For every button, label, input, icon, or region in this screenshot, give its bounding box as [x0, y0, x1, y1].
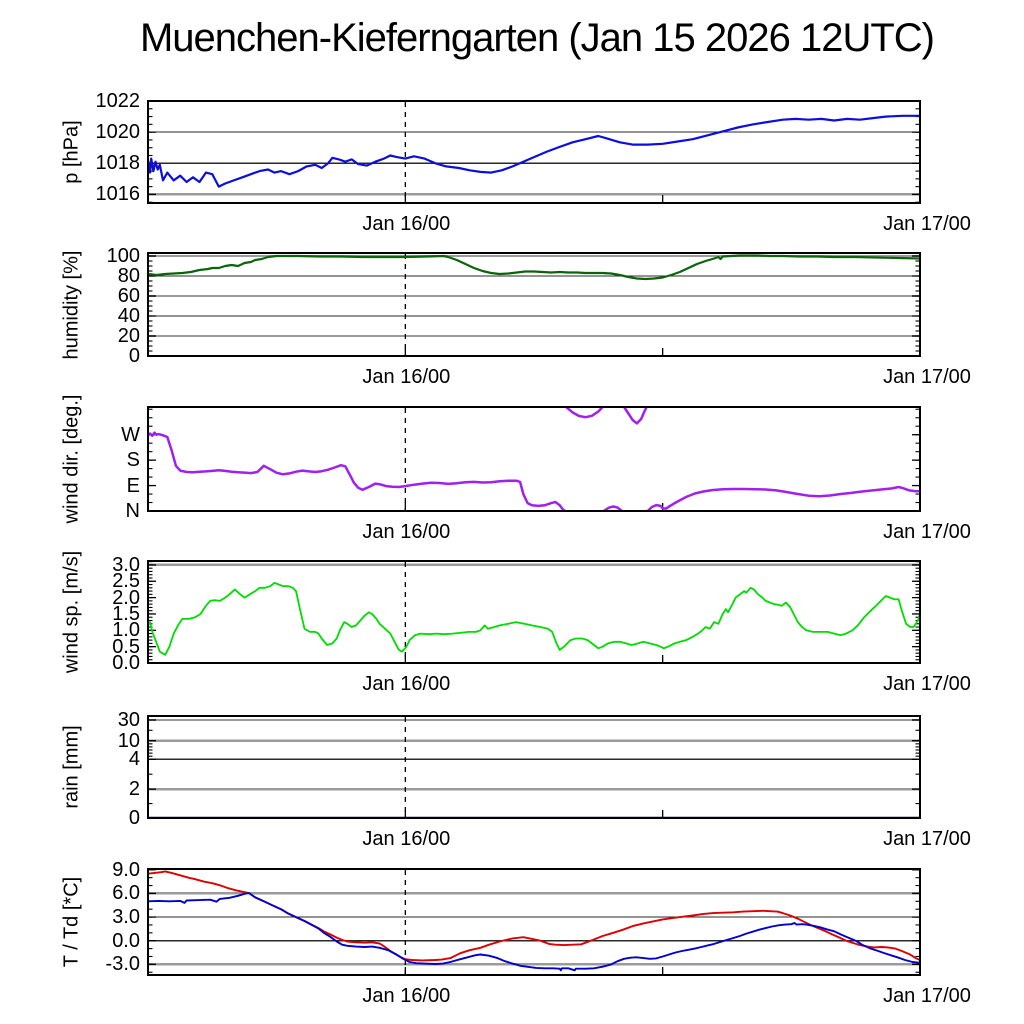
humidity-panel-ytick-label: 0	[128, 345, 140, 367]
series-wind_direction	[148, 431, 567, 511]
wind-speed-panel-ytick-label: 1.0	[112, 619, 140, 642]
series-wind_speed	[148, 582, 920, 656]
wind-direction-panel-ytick-label: E	[126, 474, 140, 497]
series-humidity	[148, 254, 920, 281]
page-title: Muenchen-Kieferngarten (Jan 15 2026 12UT…	[139, 16, 935, 60]
rain-panel-ytick-label: 4	[128, 748, 140, 771]
plot-frame	[147, 868, 921, 976]
rain-panel-xtick-label: Jan 16/00	[362, 828, 451, 850]
series-wind_direction	[622, 407, 648, 425]
humidity-panel-xtick-label: Jan 16/00	[362, 366, 451, 388]
plot-frame	[147, 560, 921, 664]
pressure-panel-ytick-label: 1016	[95, 183, 141, 206]
wind-speed-panel-ytick-label: 3.0	[112, 553, 140, 576]
rain-panel-xtick-label: Jan 17/00	[883, 828, 971, 850]
wind-direction-panel-ytick-label: S	[126, 449, 140, 472]
wind-speed-panel-ytick-label: 2.0	[112, 586, 140, 609]
series-wind_direction	[564, 407, 604, 419]
series-pressure	[148, 114, 920, 188]
series-wind_direction	[602, 505, 624, 511]
rain-panel-ytick-label: 30	[117, 708, 140, 731]
pressure-panel-xtick-label: Jan 16/00	[362, 213, 451, 235]
temperature-panel	[147, 868, 921, 976]
wind-direction-panel-xtick-label: Jan 16/00	[362, 521, 451, 543]
wind-speed-panel-xtick-label: Jan 16/00	[362, 673, 451, 695]
humidity-panel-ytick-label: 100	[106, 245, 140, 267]
humidity-panel-xtick-label: Jan 17/00	[883, 366, 971, 388]
series-temperature	[148, 870, 920, 962]
plot-frame	[147, 252, 921, 357]
wind-speed-panel-xtick-label: Jan 17/00	[883, 673, 971, 695]
rain-panel	[147, 715, 921, 819]
wind-direction-panel-ytick-label: W	[121, 423, 140, 446]
pressure-panel-xtick-label: Jan 17/00	[883, 213, 971, 235]
plot-frame	[147, 715, 921, 819]
plot-frame	[147, 406, 921, 512]
humidity-panel-ytick-label: 80	[117, 265, 140, 287]
pressure-panel-ytick-label: 1022	[95, 90, 141, 112]
humidity-panel-ytick-label: 60	[117, 285, 140, 307]
humidity-panel	[147, 252, 921, 357]
series-dewpoint	[148, 892, 920, 972]
plot-frame	[147, 100, 921, 204]
rain-panel-ytick-label: 0	[128, 807, 140, 829]
wind-direction-panel-ytick-label: N	[125, 500, 140, 522]
temperature-panel-ytick-label: 0.0	[112, 929, 140, 952]
wind-direction-panel	[147, 406, 921, 512]
temperature-panel-ytick-label: 6.0	[112, 882, 140, 905]
wind-speed-panel	[147, 560, 921, 664]
wind-speed-panel-ytick-label: 2.5	[112, 570, 140, 593]
wind-speed-panel-ytick-label: 0.0	[112, 652, 140, 674]
series-wind_direction	[646, 485, 920, 511]
temperature-panel-xtick-label: Jan 16/00	[362, 985, 451, 1007]
humidity-panel-ytick-label: 20	[117, 325, 140, 347]
pressure-panel	[147, 100, 921, 204]
pressure-panel-ytick-label: 1020	[95, 121, 141, 144]
rain-panel-ytick-label: 10	[117, 729, 140, 752]
pressure-panel-ytick-label: 1018	[95, 152, 141, 175]
temperature-panel-ytick-label: -3.0	[105, 953, 140, 976]
wind-direction-panel-xtick-label: Jan 17/00	[883, 521, 971, 543]
wind-speed-panel-ytick-label: 1.5	[112, 602, 140, 625]
wind-speed-panel-ytick-label: 0.5	[112, 635, 140, 658]
rain-panel-ytick-label: 2	[128, 778, 140, 801]
temperature-panel-xtick-label: Jan 17/00	[883, 985, 971, 1007]
humidity-panel-ytick-label: 40	[117, 305, 140, 327]
temperature-panel-ytick-label: 9.0	[112, 858, 140, 881]
temperature-panel-ytick-label: 3.0	[112, 906, 140, 929]
